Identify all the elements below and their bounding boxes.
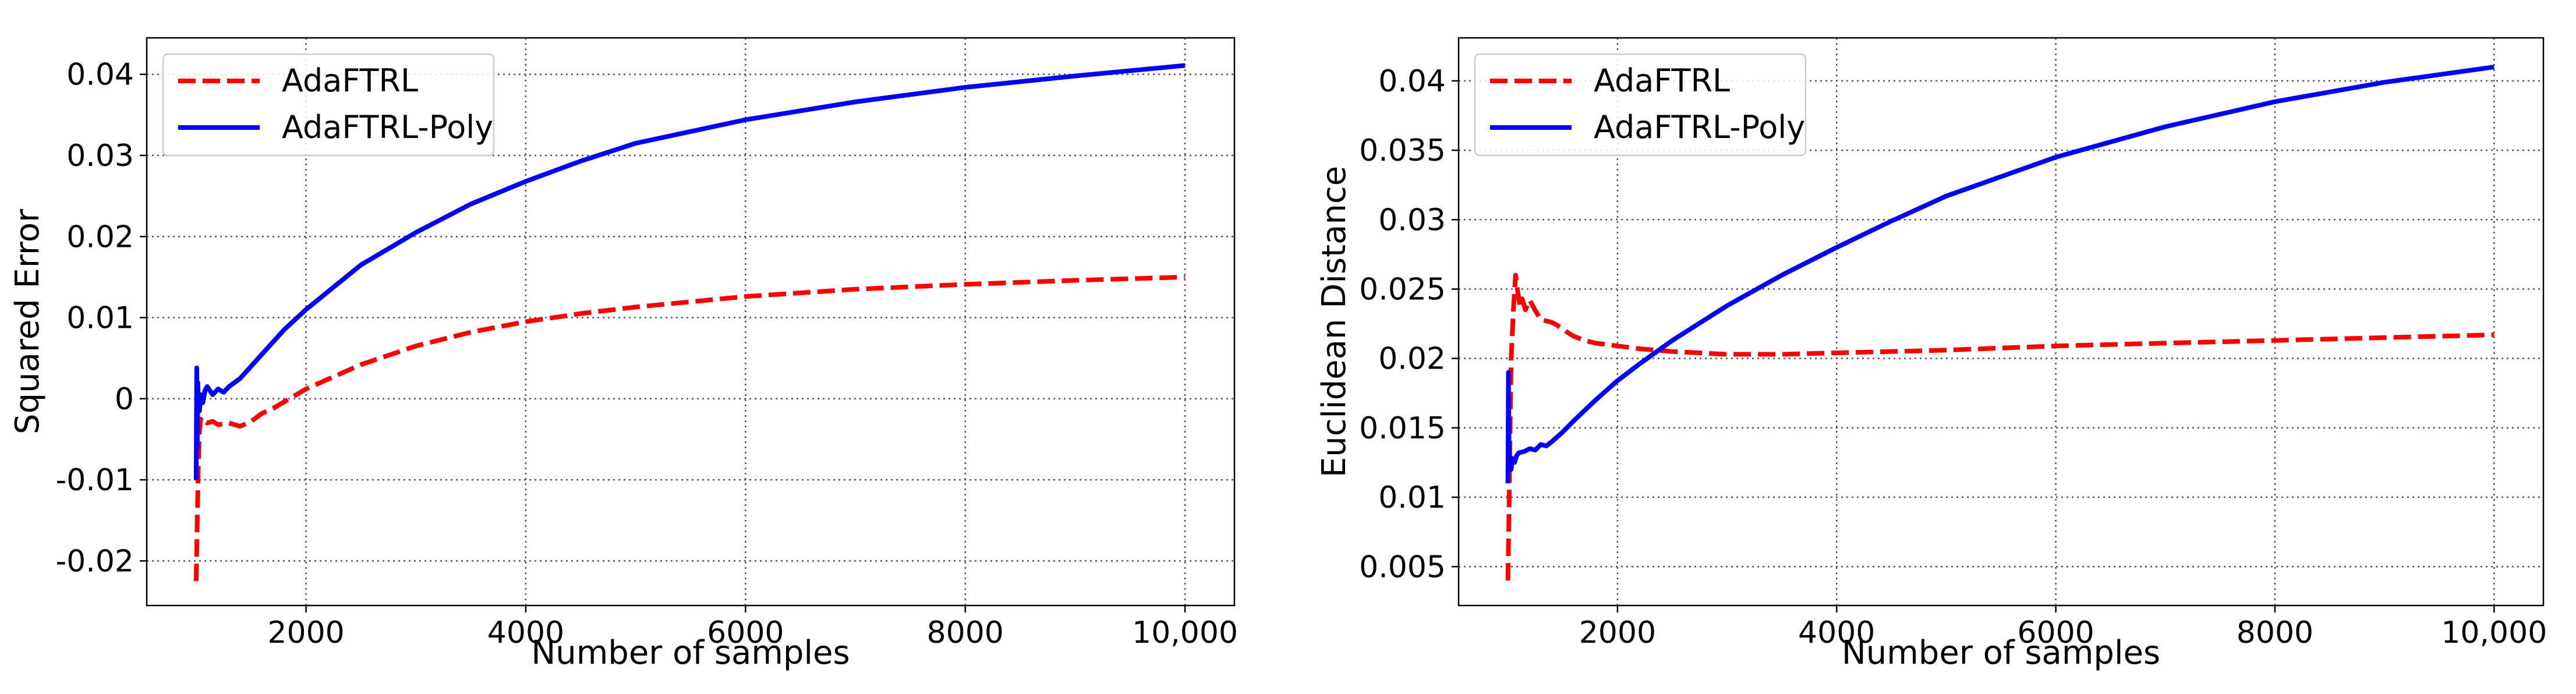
x-axis-title: Number of samples xyxy=(1842,634,2160,672)
y-tick-label: 0.03 xyxy=(1378,203,1446,238)
y-tick-label: 0.04 xyxy=(1378,64,1446,99)
y-tick-label: 0.025 xyxy=(1359,272,1446,307)
y-tick-label: 0.03 xyxy=(66,139,134,174)
y-axis-title: Squared Error xyxy=(9,208,47,434)
legend-label: AdaFTRL xyxy=(1594,62,1730,99)
y-tick-label: 0.02 xyxy=(1378,342,1446,377)
series-line-adaftrl xyxy=(193,274,1186,582)
legend-box xyxy=(1474,53,1807,157)
legend-label: AdaFTRL-Poly xyxy=(282,109,493,146)
y-tick-label: -0.01 xyxy=(55,463,134,498)
x-tick-label: 10,000 xyxy=(1132,615,1238,650)
squared-error-panel: 2000 4000 6000 8000 10,000 -0.02 -0.01 0 0.01 0.0… xyxy=(9,37,1238,672)
x-axis-title: Number of samples xyxy=(531,634,850,672)
series-line-adaftrl-poly xyxy=(1505,65,2494,484)
y-tick-label: 0.01 xyxy=(66,301,134,336)
x-tick-label: 6000 xyxy=(707,615,784,650)
x-tick-label: 8000 xyxy=(927,615,1004,650)
plot-frame xyxy=(146,37,1236,607)
x-tick-label: 4000 xyxy=(1798,615,1875,650)
series-line-adaftrl xyxy=(1505,272,2494,581)
legend-label: AdaFTRL xyxy=(282,62,418,99)
x-tick-label: 2000 xyxy=(267,615,344,650)
x-tick-label: 4000 xyxy=(487,615,564,650)
y-tick-label: 0.035 xyxy=(1359,133,1446,168)
y-tick-label: 0.015 xyxy=(1359,411,1446,446)
legend-box xyxy=(162,53,495,157)
series-line-adaftrl-poly xyxy=(193,63,1186,480)
x-tick-label: 10,000 xyxy=(2441,615,2547,650)
legend-label: AdaFTRL-Poly xyxy=(1594,109,1805,146)
euclidean-distance-panel: 2000 4000 6000 8000 10,000 0.005 0.01 0.015 0.02… xyxy=(1315,37,2547,672)
y-tick-label: 0 xyxy=(115,382,134,417)
y-tick-label: 0.04 xyxy=(66,58,134,93)
y-tick-label: -0.02 xyxy=(55,544,134,579)
x-tick-label: 2000 xyxy=(1579,615,1656,650)
y-axis-title: Euclidean Distance xyxy=(1315,166,1353,477)
x-tick-label: 8000 xyxy=(2237,615,2313,650)
y-tick-label: 0.005 xyxy=(1359,550,1446,585)
y-tick-label: 0.02 xyxy=(66,219,134,254)
x-tick-label: 6000 xyxy=(2017,615,2094,650)
plot-frame xyxy=(1457,37,2545,607)
y-tick-label: 0.01 xyxy=(1378,480,1446,515)
